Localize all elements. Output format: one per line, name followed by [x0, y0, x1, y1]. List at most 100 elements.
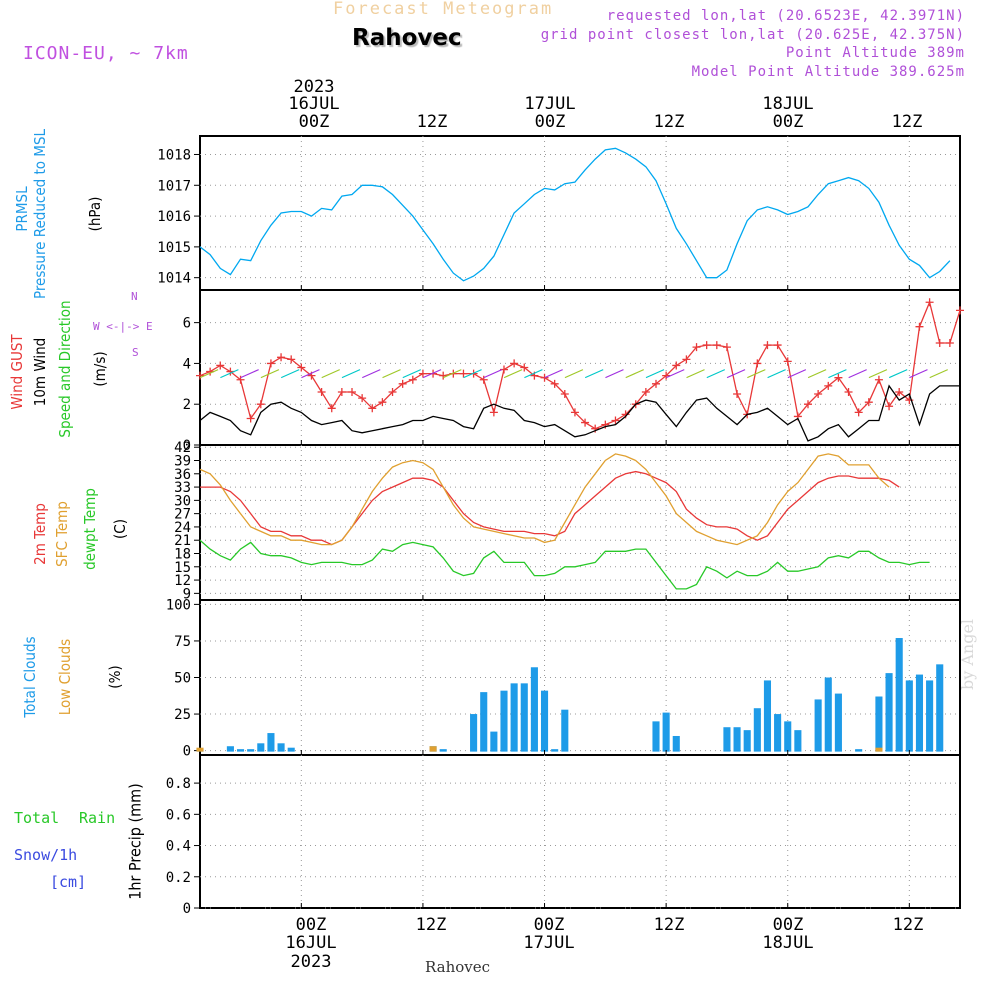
clouds-total-bar [784, 721, 792, 752]
wind-gust-marker [783, 357, 792, 366]
top-tick-label-4: 12Z [654, 112, 685, 132]
wind-gust-marker [733, 390, 742, 399]
wind-direction-arrow [341, 369, 361, 379]
wind-direction-arrow [321, 369, 340, 379]
top-tick-label-5: 00Z [773, 112, 804, 132]
temperature-panel-frame [199, 444, 961, 601]
wind-gust-marker [439, 371, 448, 380]
clouds-total-bar [774, 714, 782, 752]
wind-gust-marker [216, 361, 225, 370]
wind-direction-arrow [686, 369, 705, 379]
wind-ytick-label: 2 [183, 397, 191, 413]
wind-gust-marker [763, 341, 772, 350]
wind-gust-marker [327, 404, 336, 413]
precip-label-rain: Rain [79, 809, 116, 827]
temperature-ytick-label: 27 [174, 507, 191, 523]
wind-gust-marker [722, 343, 731, 352]
clouds-total-bar [267, 733, 275, 752]
clouds-total-bar [257, 743, 265, 752]
top-tick-label-3: 00Z [535, 112, 566, 132]
temperature-ytick-label: 9 [183, 586, 191, 602]
precip-label-snow: Snow/1h [14, 846, 78, 864]
wind-gust-marker [459, 369, 468, 378]
precipitation-ytick-label: 0 [183, 901, 191, 917]
precipitation-ytick-label: 0.2 [166, 870, 191, 886]
wind-gust-marker [874, 375, 883, 384]
wind-direction-arrow [220, 369, 239, 379]
wind-ytick-label: 6 [183, 316, 191, 332]
clouds-total-bar [905, 680, 913, 752]
temperature-series-line-1 [199, 453, 890, 546]
pressure-ytick-label: 1017 [157, 178, 191, 194]
grid-point-coords: grid point closest lon,lat (20.625E, 42.… [540, 27, 965, 43]
clouds-total-bar [885, 673, 893, 752]
wind-gust-marker [418, 369, 427, 378]
compass-we: W <-|-> E [93, 320, 153, 333]
temperature-ytick-label: 39 [174, 454, 191, 470]
wind-gust-marker [520, 363, 529, 372]
top-year-label: 2023 [294, 77, 335, 97]
wind-gust-marker [408, 375, 417, 384]
temperature-ytick-label: 36 [174, 467, 191, 483]
temperature-ytick-label: 15 [174, 560, 191, 576]
wind-gust-marker [398, 379, 407, 388]
temperature-ytick-label: 24 [174, 520, 191, 536]
wind-direction-arrow [422, 369, 442, 379]
wind-gust-marker [824, 381, 833, 390]
compass-n: N [131, 290, 138, 303]
wind-gust-marker [378, 398, 387, 407]
clouds-total-bar [480, 692, 488, 752]
clouds-total-bar [551, 749, 559, 752]
footer-location: Rahovec [425, 958, 491, 976]
bottom-year-label: 2023 [291, 952, 332, 972]
bottom-tick-label-3: 00Z [534, 915, 565, 935]
wind-gust-marker [570, 408, 579, 417]
wind-gust-marker [712, 341, 721, 350]
wind-direction-arrow [564, 369, 584, 379]
clouds-total-bar [277, 743, 285, 752]
temperature-ytick-label: 33 [174, 480, 191, 496]
wind-gust-marker [196, 371, 204, 380]
precipitation-ytick-label: 0.6 [166, 807, 191, 823]
temperature-ytick-label: 18 [174, 547, 191, 563]
wind-ytick-label: 0 [183, 438, 191, 454]
clouds-total-bar [875, 696, 883, 752]
wind-gust-marker [317, 387, 326, 396]
wind-direction-arrow [807, 369, 827, 379]
bottom-tick-label-2: 12Z [416, 915, 447, 935]
wind-gust-marker [804, 400, 812, 409]
wind-gust-marker [662, 371, 671, 380]
wind-gust-marker [611, 416, 620, 425]
bottom-tick-label-6: 12Z [893, 915, 924, 935]
clouds-total-bar [226, 746, 234, 752]
wind-direction-arrow [747, 369, 766, 379]
wind-gust-marker [834, 373, 843, 382]
clouds-total-bar [814, 699, 822, 752]
wind-direction-arrow [240, 369, 259, 379]
wind-gust-marker [277, 353, 286, 362]
clouds-ytick-label: 100 [166, 597, 191, 613]
wind-direction-arrow [848, 369, 867, 379]
clouds-total-bar [763, 680, 772, 752]
clouds-low-bar [196, 747, 204, 752]
wind-direction-arrow [888, 369, 908, 379]
wind-gust-marker [773, 341, 782, 350]
clouds-ytick-label: 25 [174, 707, 191, 723]
wind-direction-arrow [362, 369, 381, 379]
clouds-total-bar [561, 709, 569, 752]
clouds-total-bar [834, 693, 842, 752]
wind-direction-arrow [443, 369, 462, 379]
clouds-total-bar [236, 749, 245, 752]
wind-gust-marker [550, 379, 559, 388]
wind-gust-marker [560, 390, 569, 399]
clouds-total-bar [915, 674, 924, 752]
wind-gust-marker [854, 408, 863, 417]
wind-gust-marker [510, 359, 519, 368]
wind-gust-marker [925, 298, 934, 307]
wind-gust-marker [358, 394, 367, 403]
wind-gust-marker [489, 408, 498, 417]
clouds-low-bar [429, 746, 437, 752]
bottom-day-label-2: 17JUL [523, 933, 574, 953]
pressure-ytick-label: 1016 [157, 209, 191, 225]
clouds-ytick-label: 75 [174, 634, 191, 650]
